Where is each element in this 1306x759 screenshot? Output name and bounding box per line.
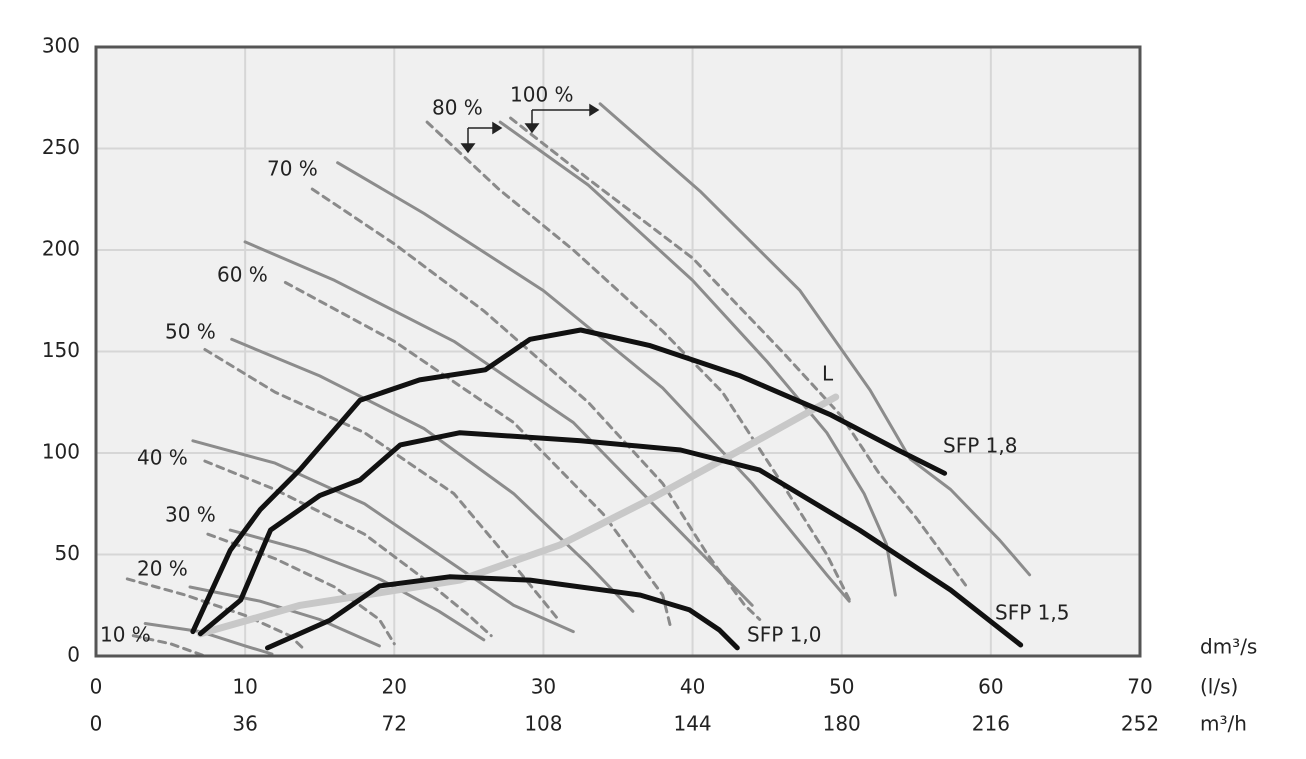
x-tick-label: 70	[1127, 675, 1152, 699]
speed-label: 10 %	[100, 623, 151, 647]
speed-label: 60 %	[217, 263, 268, 287]
y-tick-label: 200	[42, 237, 80, 261]
x-tick-label: 20	[382, 675, 407, 699]
speed-curve-dashed	[131, 634, 207, 658]
speed-curve	[191, 439, 575, 634]
x-tick-label: 0	[90, 675, 103, 699]
x2-tick-label: 36	[232, 712, 257, 736]
x-unit-label: dm³/s	[1200, 635, 1257, 659]
arrow-head	[524, 103, 600, 134]
speed-label: 70 %	[267, 157, 318, 181]
speed-curve	[336, 161, 851, 603]
speed-label: 30 %	[165, 503, 216, 527]
speed-label: 50 %	[165, 320, 216, 344]
speed-label: 80 %	[432, 96, 483, 120]
x2-tick-label: 108	[524, 712, 562, 736]
l-curve	[196, 393, 840, 638]
speed-curve-dashed	[125, 577, 307, 652]
sfp-label: SFP 1,5	[995, 601, 1069, 625]
y-tick-label: 300	[42, 34, 80, 58]
speed-label: 100 %	[510, 83, 574, 107]
speed-label: 40 %	[137, 446, 188, 470]
sfp-label: SFP 1,8	[943, 434, 1017, 458]
label-arrows	[460, 103, 600, 154]
speed-curve-dashed	[206, 532, 396, 646]
x2-tick-label: 0	[90, 712, 103, 736]
speed-label: 20 %	[137, 557, 188, 581]
speed-curve-dashed	[203, 348, 560, 621]
y-tick-label: 250	[42, 135, 80, 159]
sfp-curve	[190, 327, 948, 635]
x2-tick-label: 72	[382, 712, 407, 736]
y-tick-label: 50	[55, 541, 80, 565]
plot-frame	[94, 45, 1142, 658]
x2-tick-label: 144	[673, 712, 711, 736]
speed-curve	[230, 337, 635, 613]
x2-tick-label: 252	[1121, 712, 1159, 736]
y-tick-label: 0	[67, 643, 80, 667]
y-tick-label: 150	[42, 338, 80, 362]
speed-curve-dashed	[203, 459, 493, 638]
x2-unit-label: m³/h	[1200, 712, 1247, 736]
x-tick-label: 40	[680, 675, 705, 699]
sfp-curve	[197, 430, 1024, 648]
curves	[125, 102, 1032, 658]
speed-curve	[598, 102, 1032, 577]
sfp-label: SFP 1,0	[747, 623, 821, 647]
speed-curve	[498, 120, 897, 597]
x2-tick-label: 180	[823, 712, 861, 736]
x-tick-label: 50	[829, 675, 854, 699]
y-tick-label: 100	[42, 440, 80, 464]
speed-curve	[143, 622, 274, 656]
speed-curve	[228, 528, 486, 642]
x-tick-label: 30	[531, 675, 556, 699]
arrow-head	[460, 121, 503, 154]
speed-curve-dashed	[509, 116, 967, 587]
speed-curve	[243, 240, 754, 607]
x-tick-label: 10	[232, 675, 257, 699]
sfp-curve	[265, 574, 740, 651]
l-curve-label: L	[822, 362, 834, 386]
x2-tick-label: 216	[972, 712, 1010, 736]
x-unit-label: (l/s)	[1200, 675, 1238, 699]
x-tick-label: 60	[978, 675, 1003, 699]
